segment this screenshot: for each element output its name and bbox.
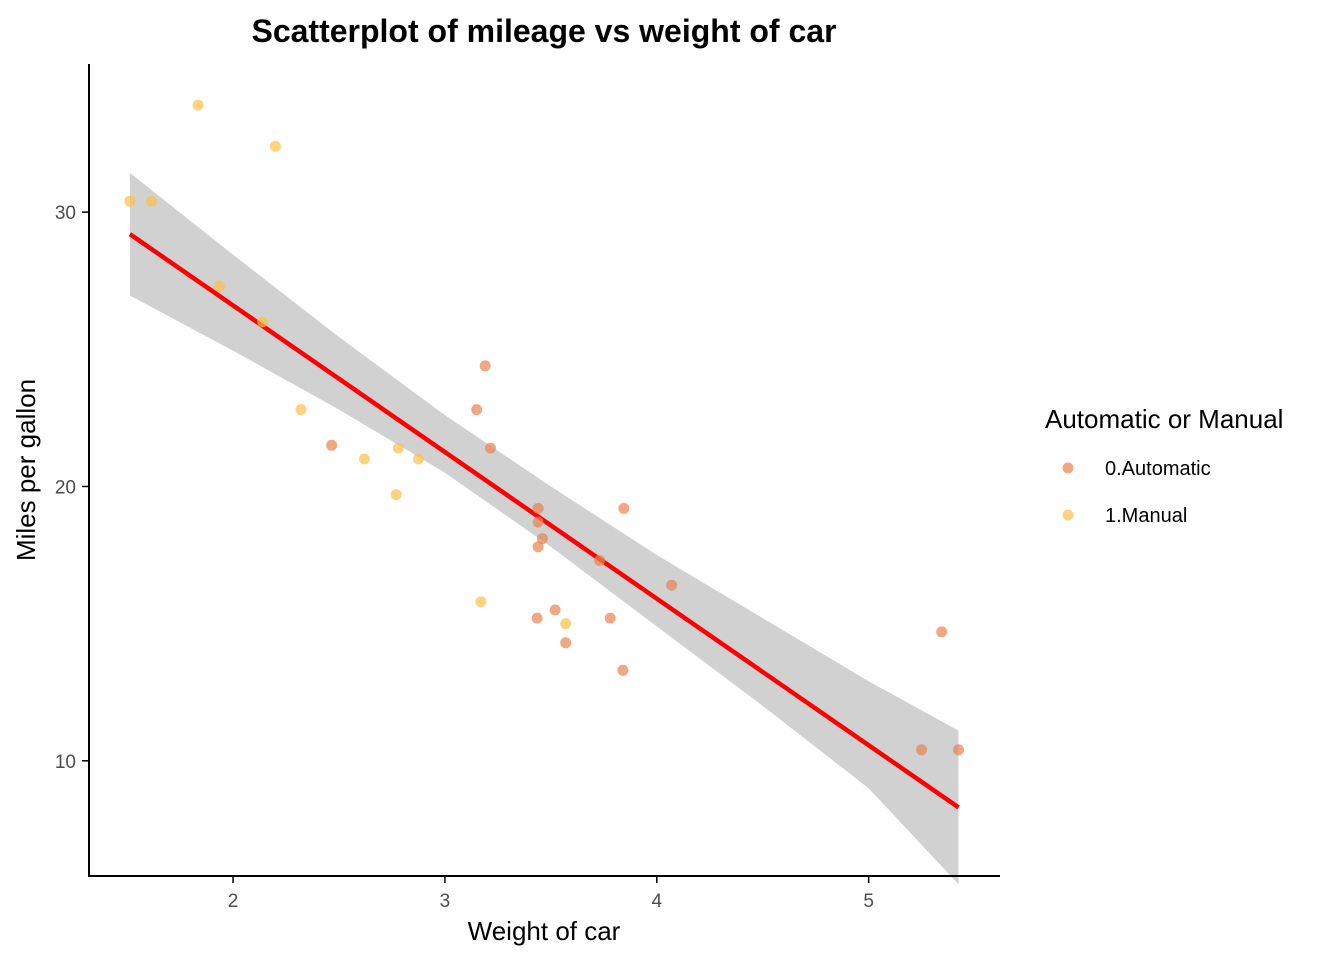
data-point-automatic-8 [666,579,678,591]
confidence-band-layer [129,172,959,885]
data-point-automatic-16 [531,612,543,624]
data-point-automatic-0 [485,442,496,454]
data-point-manual-4 [146,195,157,207]
x-tick-label-5: 5 [863,891,874,912]
y-ticks: 10 20 30 [55,203,89,773]
data-point-automatic-11 [916,744,928,756]
y-tick-label-30: 30 [55,203,76,224]
data-point-automatic-5 [471,404,483,416]
data-point-automatic-12 [953,744,964,756]
data-point-manual-11 [560,618,572,630]
data-point-manual-5 [192,99,204,111]
data-point-automatic-7 [532,541,544,553]
x-tick-label-3: 3 [440,891,451,912]
legend: Automatic or Manual 0.Automatic 1.Manual [1045,404,1283,527]
data-point-automatic-18 [618,502,630,514]
data-point-automatic-10 [604,612,616,624]
data-point-manual-10 [390,489,402,501]
legend-label-manual: 1.Manual [1105,505,1187,527]
data-point-manual-8 [124,195,136,207]
trend-line-layer [128,232,960,810]
data-point-automatic-15 [549,604,561,616]
x-axis-title: Weight of car [468,916,621,946]
points-layer [124,99,964,756]
data-point-automatic-6 [532,502,544,514]
data-point-manual-6 [213,280,225,292]
data-point-automatic-17 [617,664,629,676]
legend-swatch-manual [1062,509,1074,521]
trend-line [128,232,960,810]
data-point-manual-2 [295,404,307,416]
data-point-manual-1 [412,453,424,465]
plot-area [124,99,964,885]
legend-label-automatic: 0.Automatic [1105,458,1211,480]
x-tick-label-4: 4 [651,891,662,912]
x-ticks: 2 3 4 5 [228,876,874,912]
y-axis-title: Miles per gallon [11,379,41,561]
data-point-automatic-1 [532,516,544,528]
data-point-manual-7 [257,316,269,328]
y-tick-label-10: 10 [55,752,76,773]
legend-title: Automatic or Manual [1045,404,1283,434]
y-tick-label-20: 20 [55,477,76,498]
data-point-automatic-9 [594,555,606,566]
data-point-manual-0 [358,453,370,465]
chart-title: Scatterplot of mileage vs weight of car [251,13,836,49]
data-point-automatic-14 [326,439,338,451]
data-point-automatic-2 [536,533,548,545]
data-point-manual-9 [475,596,487,608]
data-point-manual-3 [269,140,281,152]
confidence-band [129,172,959,885]
data-point-automatic-4 [479,360,491,372]
data-point-manual-12 [392,442,404,454]
legend-swatch-automatic [1062,462,1074,474]
x-tick-label-2: 2 [228,891,239,912]
data-point-automatic-13 [936,626,948,638]
data-point-automatic-3 [560,637,572,649]
